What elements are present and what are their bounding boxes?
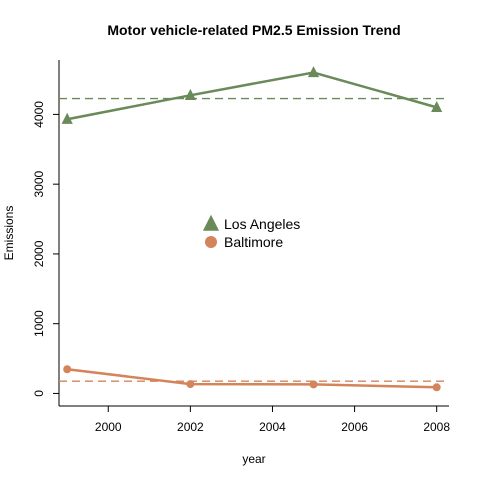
point-los-angeles-1999 [61, 112, 73, 124]
point-los-angeles-2005 [307, 66, 320, 78]
legend-marker-los-angeles [202, 214, 220, 231]
x-tick-label: 2006 [341, 420, 368, 434]
line-baltimore [67, 367, 437, 389]
y-tick-label: 1000 [32, 310, 46, 337]
point-baltimore-2008 [432, 383, 441, 392]
x-tick-label: 2002 [177, 420, 204, 434]
series-baltimore [59, 365, 449, 392]
x-tick-label: 2008 [423, 420, 450, 434]
series-layer [59, 66, 449, 392]
point-baltimore-2002 [186, 380, 195, 389]
point-los-angeles-2002 [184, 88, 196, 100]
legend-marker-baltimore [205, 236, 217, 248]
y-tick-label: 4000 [32, 101, 46, 128]
y-tick-label: 2000 [32, 240, 46, 267]
legend: Los Angeles Baltimore [202, 214, 300, 250]
point-los-angeles-2008 [431, 100, 443, 113]
point-baltimore-1999 [63, 365, 72, 374]
chart-title: Motor vehicle-related PM2.5 Emission Tre… [107, 22, 400, 38]
point-baltimore-2005 [309, 380, 318, 389]
y-axis-ticks: 0 1000 2000 3000 4000 [32, 101, 59, 397]
series-los-angeles [59, 66, 449, 124]
x-tick-label: 2000 [95, 420, 122, 434]
y-axis-label: Emissions [2, 206, 16, 261]
legend-label-los-angeles: Los Angeles [224, 216, 300, 232]
y-tick-label: 3000 [32, 170, 46, 197]
x-tick-label: 2004 [259, 420, 286, 434]
y-tick-label: 0 [32, 390, 46, 397]
x-axis-label: year [242, 452, 265, 466]
line-los-angeles [66, 71, 438, 121]
x-axis-ticks: 2000 2002 2004 2006 2008 [95, 406, 450, 434]
legend-label-baltimore: Baltimore [224, 234, 283, 250]
